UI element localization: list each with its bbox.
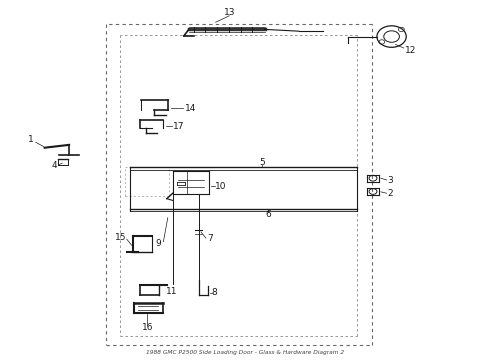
Text: 1988 GMC P2500 Side Loading Door - Glass & Hardware Diagram 2: 1988 GMC P2500 Side Loading Door - Glass… bbox=[146, 350, 344, 355]
Text: 1: 1 bbox=[28, 135, 34, 144]
Text: 11: 11 bbox=[166, 287, 177, 296]
Text: 6: 6 bbox=[266, 210, 271, 219]
Text: 8: 8 bbox=[212, 288, 218, 297]
Text: 16: 16 bbox=[142, 323, 153, 332]
Text: 4: 4 bbox=[51, 161, 57, 170]
Text: 2: 2 bbox=[387, 189, 393, 198]
Text: 7: 7 bbox=[207, 234, 213, 243]
Text: 10: 10 bbox=[215, 181, 226, 190]
Text: 5: 5 bbox=[259, 158, 265, 167]
Text: 13: 13 bbox=[223, 8, 235, 17]
Text: 14: 14 bbox=[185, 104, 196, 113]
Text: 15: 15 bbox=[115, 233, 126, 242]
Text: 12: 12 bbox=[404, 46, 416, 55]
Text: 9: 9 bbox=[155, 239, 161, 248]
Text: 17: 17 bbox=[173, 122, 185, 131]
Text: 3: 3 bbox=[387, 176, 393, 185]
